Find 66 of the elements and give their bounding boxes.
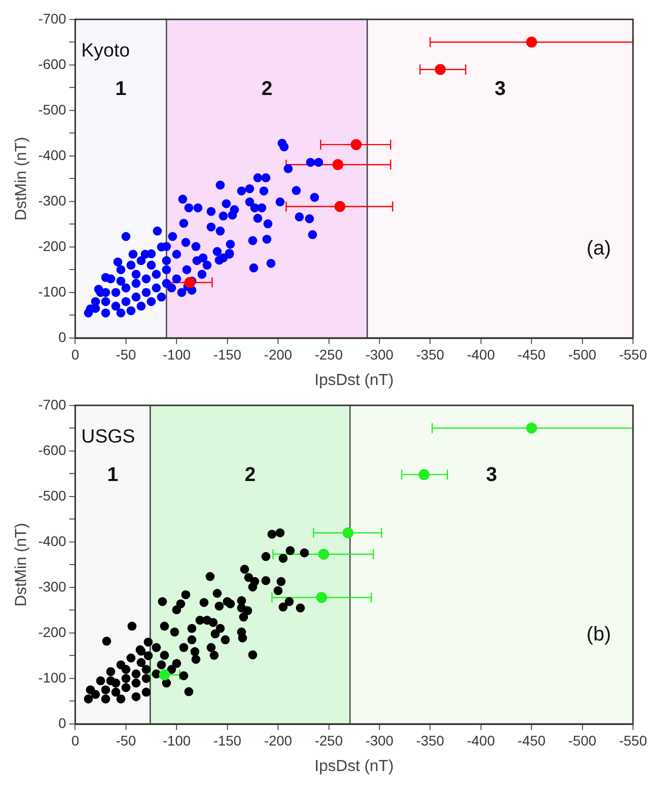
- y-tick-label: -600: [38, 442, 66, 458]
- y-tick-label: -700: [38, 396, 66, 412]
- x-tick-label: -350: [416, 732, 444, 748]
- x-tick-label: -50: [116, 732, 136, 748]
- y-tick-label: -300: [38, 192, 66, 208]
- band-label: 3: [486, 464, 498, 486]
- point: [350, 139, 362, 150]
- y-tick-label: 0: [58, 328, 66, 345]
- y-tick-label: -400: [38, 146, 66, 163]
- annotation: USGS: [81, 426, 136, 448]
- x-tick-label: -450: [518, 732, 546, 748]
- x-axis-title: IpsDst (nT): [314, 758, 394, 775]
- y-tick-label: -600: [38, 56, 66, 72]
- band-label: 3: [494, 78, 506, 100]
- x-tick-label: -300: [365, 732, 394, 748]
- x-tick-label: -50: [116, 346, 136, 362]
- x-tick-label: -250: [314, 732, 343, 748]
- y-tick-label: -700: [38, 10, 66, 26]
- x-tick-label: -200: [264, 346, 292, 362]
- point: [184, 276, 196, 288]
- band-label: 2: [261, 78, 272, 100]
- x-tick-label: 0: [71, 346, 80, 362]
- y-tick-label: -500: [38, 487, 66, 504]
- point: [158, 669, 170, 680]
- y-tick-label: -200: [38, 238, 66, 254]
- y-tick-label: -100: [38, 669, 66, 686]
- point: [332, 159, 344, 170]
- y-tick-label: -100: [38, 283, 66, 300]
- x-tick-label: -500: [568, 346, 596, 362]
- y-tick-label: 0: [58, 714, 66, 731]
- y-tick-label: -200: [38, 624, 66, 640]
- x-tick-label: -300: [365, 346, 394, 362]
- y-axis-title: DstMin (nT): [13, 522, 30, 606]
- point: [342, 527, 354, 538]
- annotation: (a): [586, 237, 611, 260]
- x-tick-label: -350: [416, 346, 444, 362]
- x-tick-label: -200: [264, 732, 292, 748]
- x-tick-label: -100: [162, 346, 191, 362]
- point: [418, 469, 430, 480]
- point: [526, 36, 538, 48]
- x-tick-label: -450: [518, 346, 546, 362]
- point: [316, 592, 328, 603]
- y-tick-label: -500: [38, 101, 66, 118]
- point: [334, 200, 346, 212]
- x-tick-label: -150: [213, 732, 242, 748]
- x-tick-label: -550: [618, 346, 648, 362]
- band-label: 1: [115, 78, 126, 100]
- x-tick-label: -500: [568, 732, 596, 748]
- y-tick-label: -400: [38, 532, 66, 549]
- point: [526, 422, 538, 434]
- x-tick-label: -400: [466, 346, 496, 362]
- x-tick-label: -100: [162, 732, 191, 748]
- y-axis-title: DstMin (nT): [13, 136, 30, 220]
- x-tick-label: -400: [466, 732, 496, 748]
- x-tick-label: -150: [213, 346, 242, 362]
- band-label: 1: [107, 464, 118, 486]
- point: [318, 548, 330, 560]
- point: [434, 64, 446, 75]
- x-tick-label: -550: [618, 732, 648, 748]
- y-tick-label: -300: [38, 578, 66, 594]
- annotation: (b): [586, 623, 611, 646]
- x-tick-label: -250: [314, 346, 343, 362]
- annotation: Kyoto: [81, 40, 130, 62]
- x-axis-title: IpsDst (nT): [314, 372, 394, 389]
- x-tick-label: 0: [71, 732, 80, 748]
- band-label: 2: [244, 464, 256, 486]
